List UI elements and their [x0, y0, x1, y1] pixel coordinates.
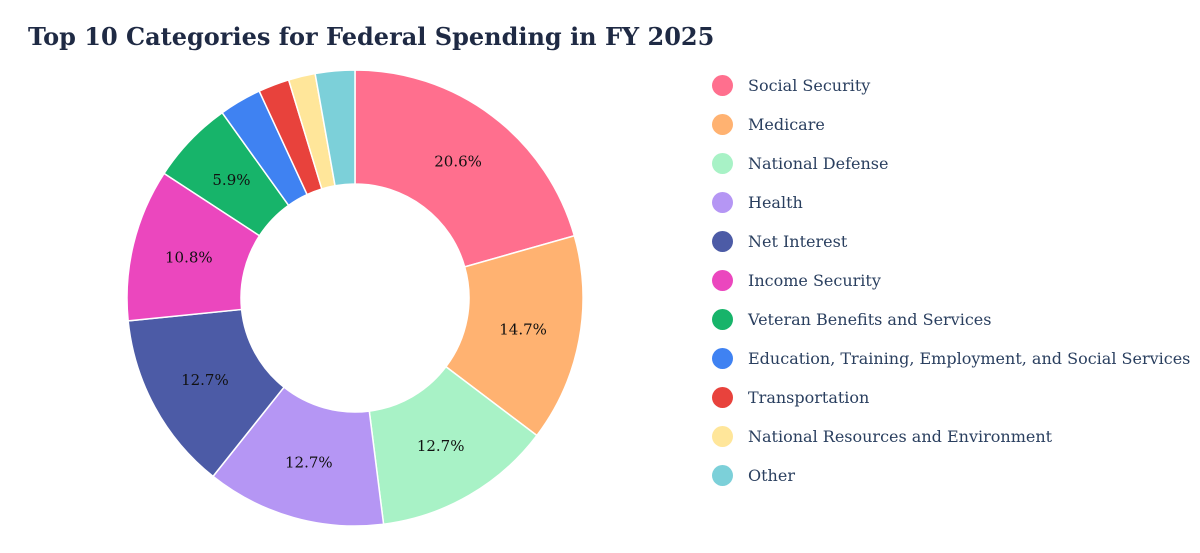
slice-other[interactable] [314, 69, 356, 187]
legend-label: National Defense [748, 154, 889, 173]
legend-item-national-defense[interactable]: National Defense [712, 144, 1190, 183]
slice-label-veteran-benefits-and-services: 5.9% [212, 171, 250, 189]
legend-label: Transportation [748, 388, 870, 407]
legend-swatch [712, 426, 733, 447]
chart-title: Top 10 Categories for Federal Spending i… [28, 22, 715, 51]
legend-item-income-security[interactable]: Income Security [712, 261, 1190, 300]
legend-item-education-training-employment-and-social-services[interactable]: Education, Training, Employment, and Soc… [712, 339, 1190, 378]
legend-swatch [712, 75, 733, 96]
chart-legend: Social Security Medicare National Defense H… [712, 66, 1190, 495]
legend-item-health[interactable]: Health [712, 183, 1190, 222]
legend-swatch [712, 231, 733, 252]
slice-label-income-security: 10.8% [165, 249, 213, 267]
legend-swatch [712, 192, 733, 213]
donut-chart: 20.6% 14.7% 12.7% 12.7% 12.7% 10.8% 5.9% [126, 69, 584, 527]
slice-label-net-interest: 12.7% [181, 371, 229, 389]
legend-label: Medicare [748, 115, 825, 134]
legend-label: Education, Training, Employment, and Soc… [748, 349, 1191, 368]
legend-item-medicare[interactable]: Medicare [712, 105, 1190, 144]
legend-item-other[interactable]: Other [712, 456, 1190, 495]
legend-swatch [712, 465, 733, 486]
legend-swatch [712, 348, 733, 369]
slice-label-health: 12.7% [285, 454, 333, 472]
legend-label: Income Security [748, 271, 881, 290]
slice-label-medicare: 14.7% [499, 321, 547, 339]
legend-swatch [712, 114, 733, 135]
legend-item-net-interest[interactable]: Net Interest [712, 222, 1190, 261]
legend-label: Other [748, 466, 795, 485]
legend-label: Veteran Benefits and Services [748, 310, 992, 329]
legend-item-transportation[interactable]: Transportation [712, 378, 1190, 417]
legend-label: Net Interest [748, 232, 848, 251]
slice-label-social-security: 20.6% [434, 153, 482, 171]
legend-swatch [712, 387, 733, 408]
legend-item-national-resources-and-environment[interactable]: National Resources and Environment [712, 417, 1190, 456]
legend-swatch [712, 153, 733, 174]
legend-item-social-security[interactable]: Social Security [712, 66, 1190, 105]
legend-swatch [712, 270, 733, 291]
slice-social-security[interactable] [354, 69, 576, 268]
legend-label: Health [748, 193, 803, 212]
legend-item-veteran-benefits-and-services[interactable]: Veteran Benefits and Services [712, 300, 1190, 339]
legend-label: National Resources and Environment [748, 427, 1053, 446]
legend-label: Social Security [748, 76, 871, 95]
slice-label-national-defense: 12.7% [417, 437, 465, 455]
legend-swatch [712, 309, 733, 330]
slice-medicare[interactable] [444, 234, 584, 437]
